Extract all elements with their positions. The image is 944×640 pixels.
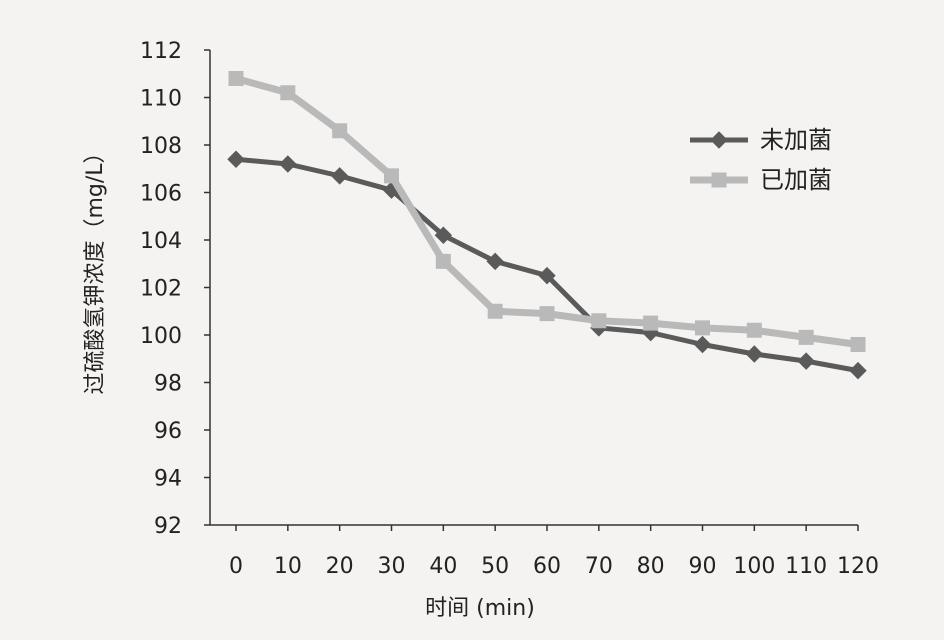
data-point bbox=[538, 266, 556, 285]
x-tick-label: 20 bbox=[326, 554, 354, 579]
y-axis-title: 过硫酸氢钾浓度（mg/L） bbox=[83, 141, 108, 394]
x-tick-label: 10 bbox=[274, 554, 302, 579]
data-point bbox=[486, 252, 504, 271]
data-point bbox=[227, 150, 245, 168]
data-point bbox=[487, 303, 503, 319]
series-2 bbox=[228, 71, 866, 352]
data-point bbox=[591, 313, 607, 329]
y-tick-label: 96 bbox=[154, 419, 182, 444]
x-tick-label: 0 bbox=[229, 554, 243, 579]
series-line bbox=[235, 75, 859, 348]
legend-item-2: 已加菌 bbox=[690, 166, 832, 194]
axes: 92 94 96 98 100 102 104 106 108 110 112 0 10 20 30 40 50… bbox=[140, 39, 879, 579]
data-point bbox=[643, 315, 659, 331]
data-point bbox=[798, 329, 814, 345]
data-point bbox=[279, 155, 297, 173]
legend-label: 未加菌 bbox=[760, 126, 832, 154]
x-axis-title: 时间 (min) bbox=[425, 596, 535, 621]
x-tick-label: 60 bbox=[533, 554, 561, 579]
y-tick-label: 106 bbox=[140, 182, 182, 207]
legend-marker bbox=[710, 131, 728, 149]
y-tick-label: 110 bbox=[140, 87, 182, 112]
legend-item-1: 未加菌 bbox=[690, 126, 832, 154]
data-point bbox=[435, 253, 451, 269]
x-tick-label: 40 bbox=[429, 554, 457, 579]
data-point bbox=[280, 85, 296, 101]
y-tick-label: 100 bbox=[140, 324, 182, 349]
data-point bbox=[693, 335, 712, 354]
data-point bbox=[745, 345, 764, 363]
legend-marker bbox=[711, 172, 727, 188]
y-tick-label: 98 bbox=[154, 372, 182, 397]
y-tick-label: 94 bbox=[154, 467, 182, 492]
data-point bbox=[332, 123, 348, 139]
data-point bbox=[434, 226, 453, 244]
x-tick-label: 30 bbox=[378, 554, 406, 579]
data-point bbox=[330, 167, 349, 185]
x-tick-label: 90 bbox=[689, 554, 717, 579]
series-layer bbox=[227, 71, 867, 380]
data-point bbox=[797, 352, 815, 370]
x-tick-label: 50 bbox=[481, 554, 509, 579]
y-tick-label: 102 bbox=[140, 277, 182, 302]
x-tick-label: 70 bbox=[585, 554, 613, 579]
data-point bbox=[539, 306, 555, 322]
legend-label: 已加菌 bbox=[760, 166, 832, 194]
data-point bbox=[228, 71, 244, 86]
x-tick-label: 80 bbox=[637, 554, 665, 579]
x-tick-label: 120 bbox=[837, 554, 879, 579]
y-tick-label: 108 bbox=[140, 134, 182, 159]
data-point bbox=[695, 320, 710, 336]
y-tick-label: 104 bbox=[140, 229, 182, 254]
y-tick-label: 112 bbox=[140, 39, 182, 64]
data-point bbox=[849, 361, 867, 380]
x-tick-label: 100 bbox=[733, 554, 775, 579]
data-point bbox=[746, 322, 762, 338]
data-point bbox=[850, 337, 866, 352]
y-tick-label: 92 bbox=[154, 514, 182, 539]
x-tick-label: 110 bbox=[785, 554, 827, 579]
data-point bbox=[384, 168, 399, 184]
